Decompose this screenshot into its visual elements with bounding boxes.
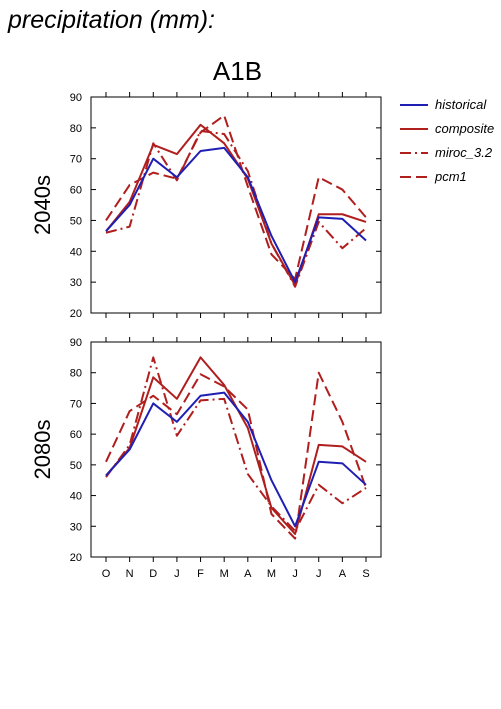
series-line-composite [105,356,367,535]
y-tick-label: 90 [70,337,82,349]
panel-2080s: 20 30 40 50 60 70 80 90 O N D J F M A M J J A S 2080s [30,337,382,580]
x-tick-label: M [267,568,276,580]
legend-label-historical: historical [435,97,487,112]
y-tick-label: 50 [70,460,82,472]
page-title: precipitation (mm): [8,6,215,34]
y-tick-label: 30 [70,521,82,533]
series-line-pcm1 [105,114,367,281]
x-tick-label: O [102,568,111,580]
y-tick-label: 80 [70,368,82,380]
x-tick-label: S [362,568,369,580]
legend: historical composite miroc_3.2 pcm1 [400,97,494,184]
y-tick-label: 60 [70,429,82,441]
legend-label-pcm1: pcm1 [434,169,467,184]
y-tick-label: 40 [70,246,82,258]
y-tick-label: 70 [70,398,82,410]
y-tick-label: 50 [70,215,82,227]
series-line-pcm1 [105,371,367,540]
y-tick-label: 90 [70,92,82,104]
series-line-historical [105,146,367,284]
panel-label: 2080s [30,420,55,480]
y-tick-label: 20 [70,552,82,564]
y-tick-label: 70 [70,154,82,166]
y-tick-label: 20 [70,308,82,320]
legend-label-composite: composite [435,121,494,136]
y-tick-label: 80 [70,123,82,135]
x-tick-label: J [174,568,180,580]
panel-label: 2040s [30,175,55,235]
x-tick-label: F [197,568,204,580]
panel-2040s: 20 30 40 50 60 70 80 90 2040s [30,92,382,320]
x-tick-label: A [244,568,252,580]
series-line-miroc-3-2 [105,356,367,532]
x-tick-label: A [339,568,347,580]
series-line-historical [105,391,367,528]
scenario-title: A1B [212,56,263,86]
x-tick-label: D [149,568,157,580]
y-tick-label: 40 [70,491,82,503]
series-line-miroc-3-2 [105,129,367,288]
x-tick-label: J [316,568,322,580]
y-tick-label: 60 [70,185,82,197]
x-tick-label: M [220,568,229,580]
legend-label-miroc-3-2: miroc_3.2 [435,145,493,160]
x-tick-label: N [126,568,134,580]
y-tick-label: 30 [70,277,82,289]
plot-frame [90,96,382,314]
plot-frame [90,341,382,558]
x-tick-label: J [292,568,298,580]
